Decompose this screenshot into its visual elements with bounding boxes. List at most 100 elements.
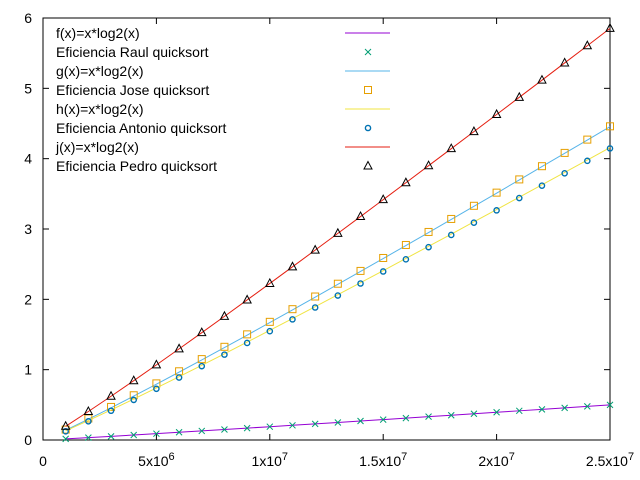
data-point bbox=[493, 408, 500, 416]
data-point bbox=[288, 305, 297, 314]
data-point bbox=[514, 91, 525, 101]
series-line bbox=[65, 28, 611, 427]
data-point bbox=[311, 304, 319, 311]
data-point bbox=[515, 194, 523, 202]
series-line bbox=[65, 147, 611, 432]
series-line bbox=[65, 126, 611, 431]
data-point bbox=[583, 135, 592, 144]
data-point bbox=[515, 407, 523, 415]
legend-entry: h(x)=x*log2(x) bbox=[56, 101, 390, 117]
data-point bbox=[265, 317, 274, 326]
data-point bbox=[220, 342, 229, 351]
data-point bbox=[447, 214, 456, 223]
data-point bbox=[357, 417, 364, 425]
x-tick-label: 2.5x107 bbox=[586, 451, 634, 469]
legend-label: j(x)=x*log2(x) bbox=[55, 139, 139, 155]
legend-entry: Eficiencia Raul quicksort bbox=[56, 44, 372, 60]
data-point bbox=[153, 430, 160, 438]
legend-entry: Eficiencia Antonio quicksort bbox=[56, 120, 372, 136]
data-point bbox=[60, 420, 71, 430]
legend-label: g(x)=x*log2(x) bbox=[56, 63, 144, 79]
series-2 bbox=[62, 401, 614, 443]
axis-ticks bbox=[42, 17, 611, 441]
data-point bbox=[151, 359, 162, 369]
data-point bbox=[264, 277, 275, 287]
x-tick-label: 1.5x107 bbox=[359, 451, 407, 469]
data-point bbox=[198, 427, 206, 435]
data-point bbox=[491, 108, 502, 118]
data-point bbox=[357, 280, 364, 287]
data-point bbox=[401, 177, 411, 187]
data-point bbox=[311, 420, 319, 428]
data-point bbox=[447, 231, 455, 239]
series-layer bbox=[60, 22, 615, 443]
legend-swatch-marker bbox=[364, 124, 372, 132]
data-point bbox=[561, 404, 568, 412]
series-8 bbox=[60, 22, 615, 430]
legend-entry: Eficiencia Jose quicksort bbox=[56, 82, 372, 98]
legend-entry: Eficiencia Pedro quicksort bbox=[56, 158, 373, 174]
data-point bbox=[470, 410, 478, 418]
y-tick-label: 1 bbox=[24, 362, 32, 378]
x-tick-label: 2x107 bbox=[478, 451, 514, 469]
data-point bbox=[287, 261, 298, 271]
data-point bbox=[197, 355, 206, 364]
data-point bbox=[153, 385, 160, 393]
x-tick-label: 1x107 bbox=[252, 451, 288, 469]
y-tick-label: 2 bbox=[24, 291, 32, 307]
data-point bbox=[311, 292, 320, 301]
legend-entry: f(x)=x*log2(x) bbox=[56, 25, 390, 41]
series-5 bbox=[65, 147, 611, 432]
data-point bbox=[130, 431, 138, 439]
data-point bbox=[106, 390, 116, 400]
y-tick-label: 6 bbox=[24, 10, 32, 26]
x-tick-label: 5x106 bbox=[138, 451, 174, 469]
data-point bbox=[266, 327, 274, 335]
legend-swatch-marker bbox=[363, 160, 373, 170]
data-point bbox=[243, 339, 251, 347]
y-tick-label: 0 bbox=[24, 432, 32, 448]
data-point bbox=[583, 403, 591, 410]
y-tick-label: 4 bbox=[24, 151, 32, 167]
data-point bbox=[378, 194, 389, 204]
series-7 bbox=[65, 28, 611, 427]
legend-label: h(x)=x*log2(x) bbox=[56, 101, 144, 117]
data-point bbox=[423, 160, 434, 170]
data-point bbox=[469, 126, 479, 136]
data-point bbox=[446, 143, 457, 153]
data-point bbox=[196, 327, 207, 337]
legend-label: Eficiencia Antonio quicksort bbox=[56, 120, 227, 136]
data-point bbox=[606, 145, 614, 152]
data-point bbox=[515, 175, 524, 184]
data-point bbox=[356, 266, 365, 275]
data-point bbox=[401, 240, 410, 249]
data-point bbox=[582, 40, 593, 50]
y-tick-label: 3 bbox=[24, 221, 32, 237]
data-point bbox=[606, 401, 614, 409]
data-point bbox=[128, 375, 139, 385]
legend-swatch-marker bbox=[364, 48, 372, 56]
data-point bbox=[355, 210, 366, 221]
data-point bbox=[537, 162, 546, 171]
legend-label: Eficiencia Pedro quicksort bbox=[56, 158, 217, 174]
x-tick-label: 0 bbox=[39, 453, 47, 469]
data-point bbox=[221, 426, 228, 433]
legend: f(x)=x*log2(x) Eficiencia Raul quicksort g… bbox=[55, 25, 390, 174]
data-point bbox=[130, 396, 138, 404]
data-point bbox=[85, 417, 92, 425]
data-point bbox=[402, 414, 410, 422]
data-point bbox=[243, 330, 252, 339]
data-point bbox=[243, 424, 251, 432]
data-point bbox=[605, 22, 615, 32]
legend-label: Eficiencia Raul quicksort bbox=[56, 44, 209, 60]
data-point bbox=[561, 169, 568, 177]
data-point bbox=[289, 421, 296, 429]
data-point bbox=[538, 405, 546, 413]
data-point bbox=[379, 253, 388, 262]
data-point bbox=[334, 292, 342, 299]
data-point bbox=[447, 411, 455, 419]
data-point bbox=[333, 227, 343, 237]
data-point bbox=[379, 416, 387, 423]
data-point bbox=[266, 423, 274, 431]
